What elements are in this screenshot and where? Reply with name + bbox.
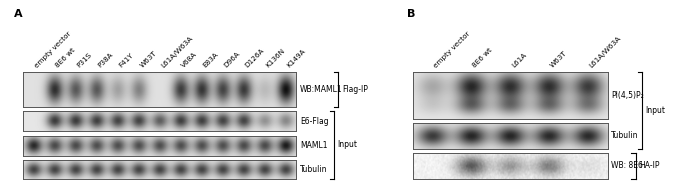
Text: MAML1: MAML1	[300, 141, 327, 150]
Text: Input: Input	[338, 140, 358, 149]
Text: L61A: L61A	[510, 52, 527, 69]
Text: WB: 8E6: WB: 8E6	[611, 161, 643, 170]
Text: E83A: E83A	[202, 52, 219, 69]
Text: Flag-IP: Flag-IP	[342, 85, 368, 94]
Text: PI(4,5)P₂: PI(4,5)P₂	[611, 91, 644, 100]
Text: P31S: P31S	[76, 52, 92, 69]
Text: A: A	[14, 9, 23, 19]
Text: Input: Input	[645, 106, 665, 115]
Text: E6-Flag: E6-Flag	[300, 117, 329, 126]
Text: K149A: K149A	[286, 48, 307, 69]
Text: HA-IP: HA-IP	[639, 161, 659, 170]
Text: 8E6 wt: 8E6 wt	[471, 47, 493, 69]
Text: D96A: D96A	[223, 51, 241, 69]
Text: P38A: P38A	[97, 52, 114, 69]
Text: W63T: W63T	[549, 50, 568, 69]
Text: K136N: K136N	[265, 48, 286, 69]
Text: W63T: W63T	[139, 50, 158, 69]
Text: empty vector: empty vector	[34, 31, 72, 69]
Text: L61A/W63A: L61A/W63A	[160, 35, 194, 69]
Text: 8E6 wt: 8E6 wt	[55, 47, 76, 69]
Text: L61A/W63A: L61A/W63A	[588, 35, 622, 69]
Text: empty vector: empty vector	[432, 31, 471, 69]
Text: F41Y: F41Y	[117, 52, 134, 69]
Text: Tubulin: Tubulin	[611, 131, 639, 140]
Text: B: B	[407, 9, 415, 19]
Text: WB:MAML1: WB:MAML1	[300, 85, 342, 94]
Text: D126A: D126A	[244, 47, 265, 69]
Text: Tubulin: Tubulin	[300, 165, 327, 174]
Text: V68A: V68A	[181, 51, 198, 69]
